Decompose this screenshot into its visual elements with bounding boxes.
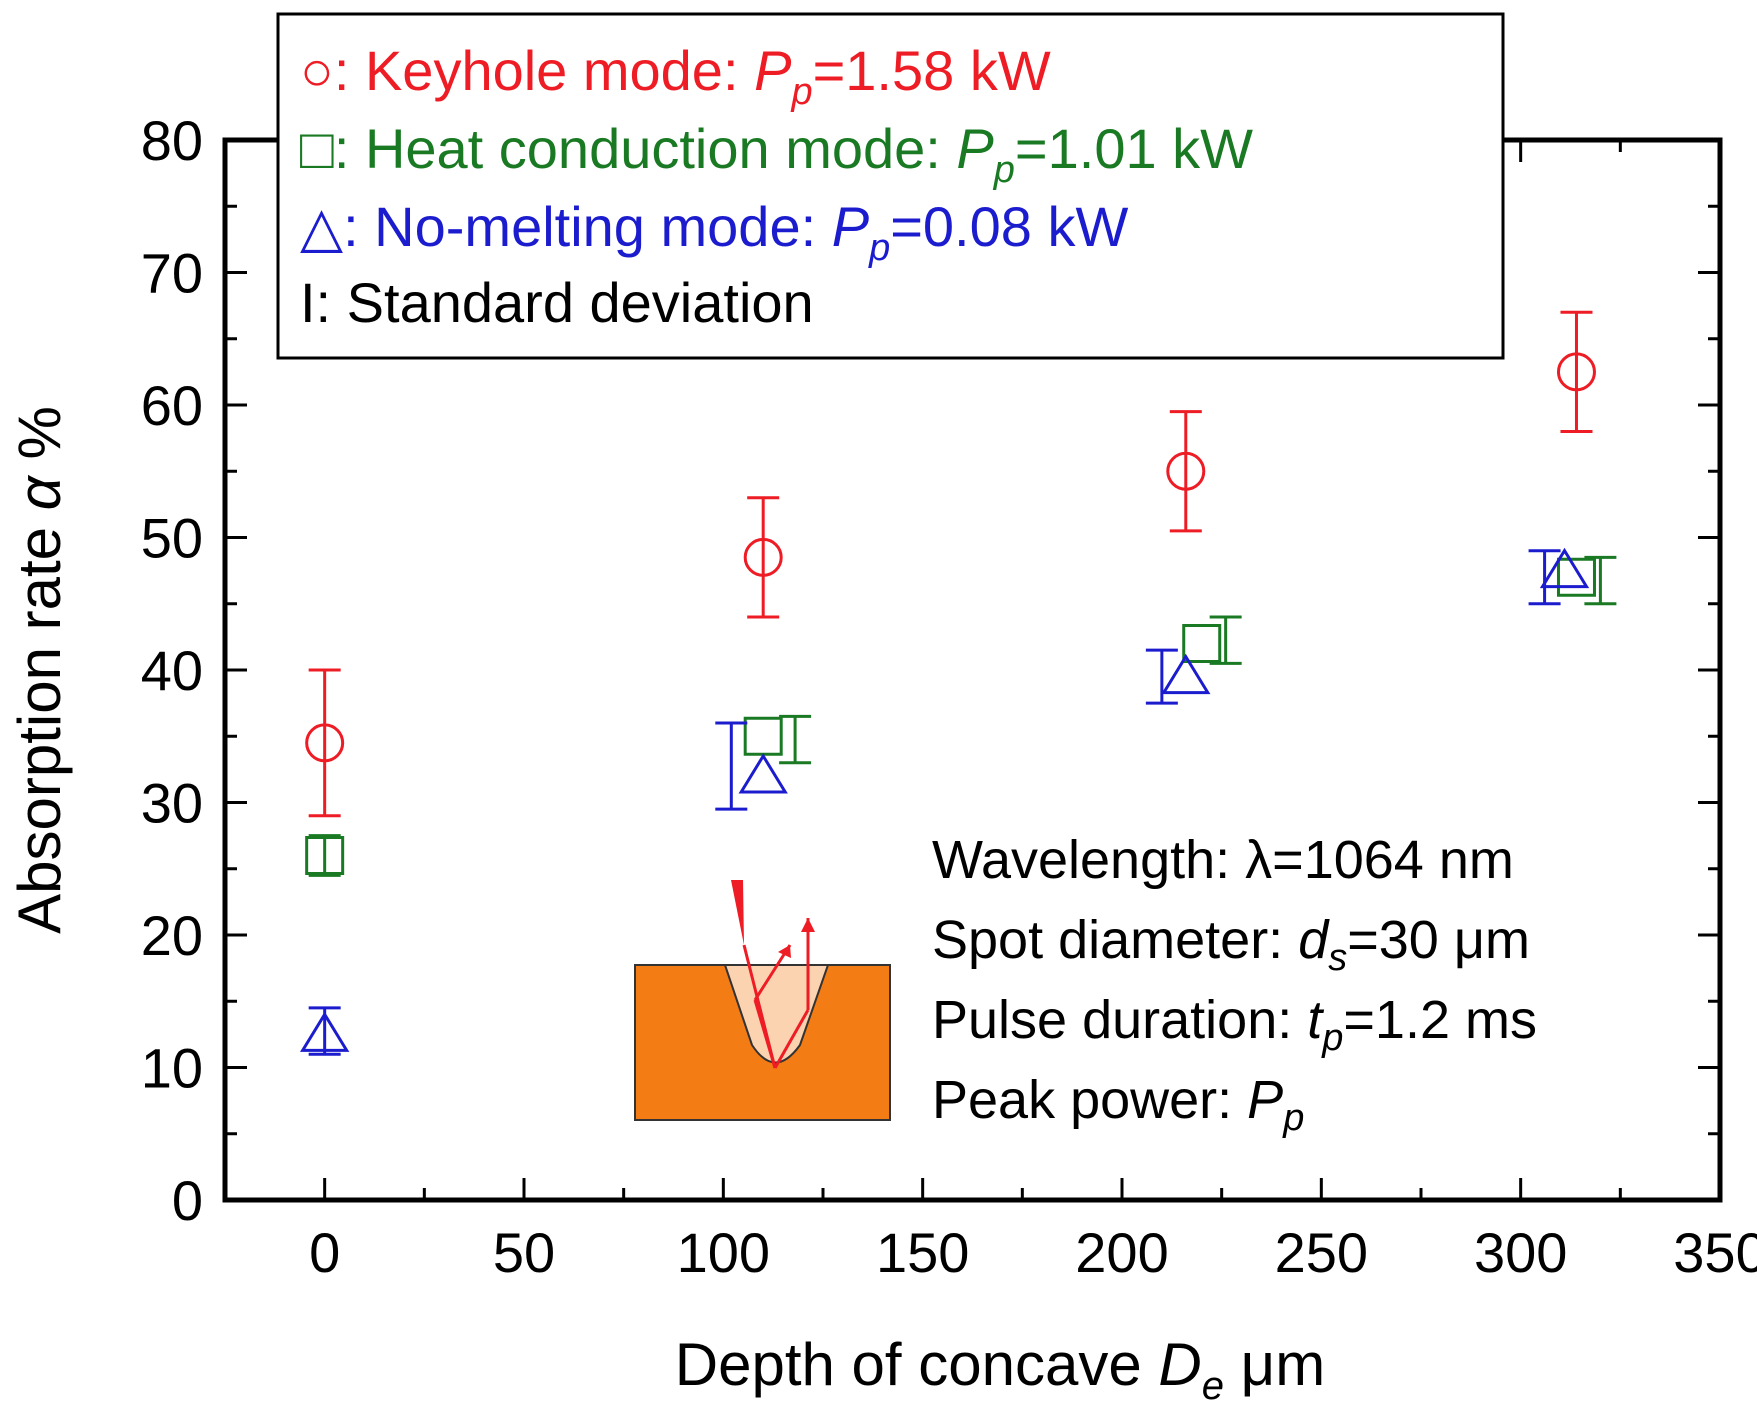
x-tick-label: 200 [1075,1221,1168,1284]
x-tick-label: 100 [677,1221,770,1284]
inset-arrowheads [778,918,815,958]
y-tick-label: 50 [141,507,203,570]
y-tick-label: 0 [172,1169,203,1232]
x-axis-title: Depth of concave De μm [675,1331,1325,1408]
y-tick-label: 70 [141,242,203,305]
series-keyhole-mode [305,310,1596,818]
y-tick-label: 10 [141,1037,203,1100]
legend-heat-conduction: □: Heat conduction mode: Pp=1.01 kW [300,117,1253,191]
param-pulse-duration: Pulse duration: tp=1.2 ms [932,990,1537,1059]
x-tick-label: 250 [1275,1221,1368,1284]
data-point [743,716,783,756]
experiment-parameters: Wavelength: λ=1064 nm Spot diameter: ds=… [932,830,1537,1139]
param-wavelength: Wavelength: λ=1064 nm [932,830,1514,890]
keyhole-inset-illustration [634,880,891,1121]
y-tick-label: 60 [141,374,203,437]
x-tick-label: 300 [1474,1221,1567,1284]
data-point [743,537,783,577]
y-axis-title: Absorption rate α % [6,406,73,934]
data-point [1161,653,1211,695]
y-tick-label: 80 [141,109,203,172]
data-point [299,1011,350,1052]
y-tick-label: 30 [141,772,203,835]
x-tick-label: 150 [876,1221,969,1284]
legend-no-melting: △: No-melting mode: Pp=0.08 kW [300,195,1128,269]
x-tick-label: 0 [309,1221,340,1284]
y-tick-label: 20 [141,904,203,967]
data-point [1182,624,1222,663]
data-point [305,836,345,875]
data-marks [299,310,1617,1056]
legend-standard-deviation: I: Standard deviation [300,271,814,334]
x-tick-label: 50 [493,1221,555,1284]
legend-box [276,12,1505,360]
inset-beam [731,880,744,945]
x-tick-label: 350 [1673,1221,1757,1284]
data-point [305,723,345,763]
series-no-melting-mode [299,547,1590,1056]
data-point [1556,557,1596,597]
data-point [1539,547,1590,589]
axis-tick-labels: 0 10 20 30 40 50 60 70 80 0 50 100 150 200 250 300 350 [141,109,1757,1284]
y-tick-label: 40 [141,639,203,702]
data-point [1166,451,1206,491]
series-heat-conduction-mode [305,555,1617,877]
data-point [1556,352,1596,392]
legend: ○: Keyhole mode: Pp=1.58 kW □: Heat cond… [276,12,1505,360]
param-peak-power: Peak power: Pp [932,1070,1304,1139]
param-spot-diameter: Spot diameter: ds=30 μm [932,910,1530,979]
legend-keyhole: ○: Keyhole mode: Pp=1.58 kW [300,39,1051,113]
data-point [738,753,788,794]
